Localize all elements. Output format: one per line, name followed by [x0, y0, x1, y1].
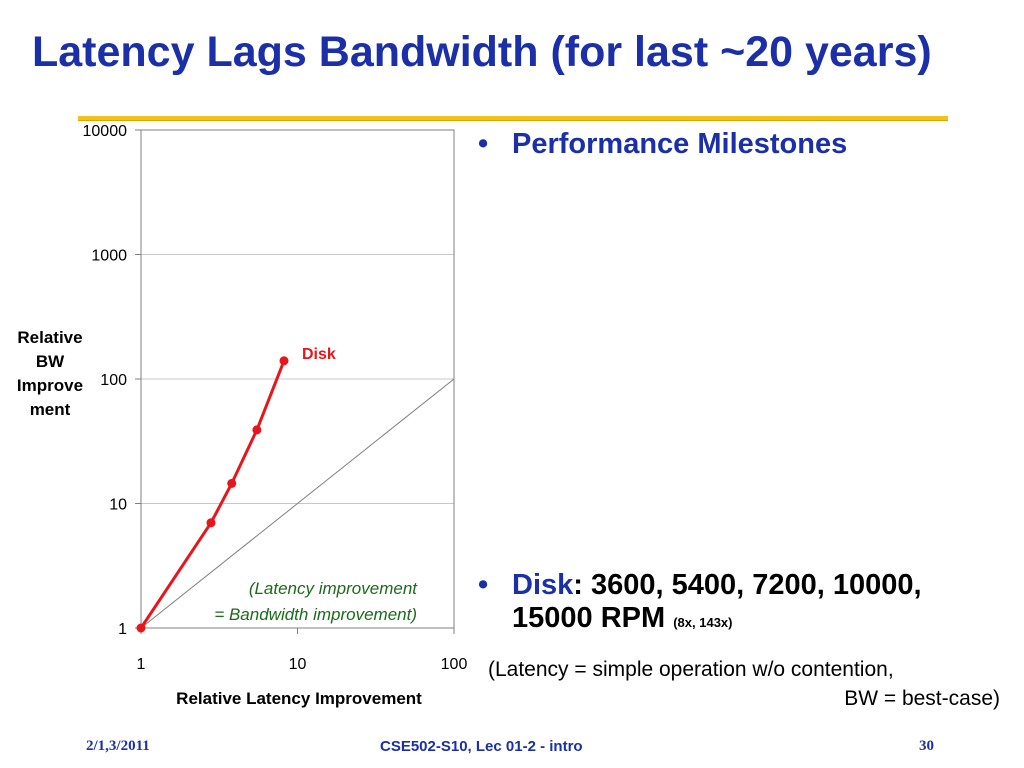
disk-data-point [206, 518, 216, 528]
bullet-dot-icon: • [478, 128, 489, 160]
latency-bandwidth-chart: 1 10 100 1000 10000 1 10 100 (Latency improvem… [83, 123, 468, 673]
bullet-highlight-disk: Disk [512, 569, 574, 601]
y-axis-label-line: Improve [16, 376, 84, 395]
y-tick-label: 10000 [83, 123, 128, 140]
y-tick-label: 10 [109, 497, 127, 514]
disk-series: Disk [136, 346, 336, 633]
y-axis-label-line: BW [35, 352, 65, 371]
slide-title: Latency Lags Bandwidth (for last ~20 yea… [32, 28, 932, 76]
y-axis-ticks: 1 10 100 1000 10000 [83, 123, 141, 638]
reference-line-annotation: (Latency improvement [249, 579, 418, 598]
bullet-ratio-note: (8x, 143x) [673, 615, 733, 630]
disk-data-point [227, 478, 237, 488]
reference-line-group: (Latency improvement = Bandwidth improvem… [140, 378, 455, 629]
bullet-dot-icon: • [478, 569, 489, 601]
y-tick-label: 100 [100, 372, 127, 389]
disk-series-label: Disk [302, 346, 336, 363]
disk-data-point [136, 623, 146, 633]
x-axis-label: Relative Latency Improvement [176, 689, 422, 708]
bullet-text: Performance Milestones [512, 128, 848, 160]
definition-note: (Latency = simple operation w/o contenti… [488, 655, 1000, 713]
title-underline [78, 116, 948, 121]
disk-data-point [252, 425, 262, 435]
y-axis-label: Relative BW Improve ment [2, 326, 98, 422]
x-axis-ticks: 1 10 100 [137, 628, 468, 673]
bullet-text: Disk: 3600, 5400, 7200, 10000, 15000 RPM… [512, 569, 922, 639]
y-tick-label: 1000 [91, 248, 127, 265]
bullet-rpm-line2: 15000 RPM [512, 602, 666, 634]
bullet-rpm-list: : 3600, 5400, 7200, 10000, [573, 569, 922, 601]
footer-page-number: 30 [919, 738, 934, 754]
y-axis-label-line: Relative [17, 328, 83, 347]
x-tick-label: 10 [289, 656, 307, 673]
grid-lines [141, 129, 454, 504]
x-tick-label: 100 [441, 656, 468, 673]
disk-data-point [279, 356, 289, 366]
equal-improvement-reference-line [140, 378, 455, 629]
note-line-1: (Latency = simple operation w/o contenti… [488, 658, 894, 681]
y-tick-label: 1 [118, 621, 127, 638]
note-line-2: BW = best-case) [844, 687, 1000, 710]
footer-date: 2/1,3/2011 [86, 738, 150, 754]
reference-line-annotation: = Bandwidth improvement) [214, 605, 417, 624]
x-tick-label: 1 [137, 656, 146, 673]
y-axis-label-line: ment [29, 400, 71, 419]
footer-course: CSE502-S10, Lec 01-2 - intro [380, 738, 583, 755]
